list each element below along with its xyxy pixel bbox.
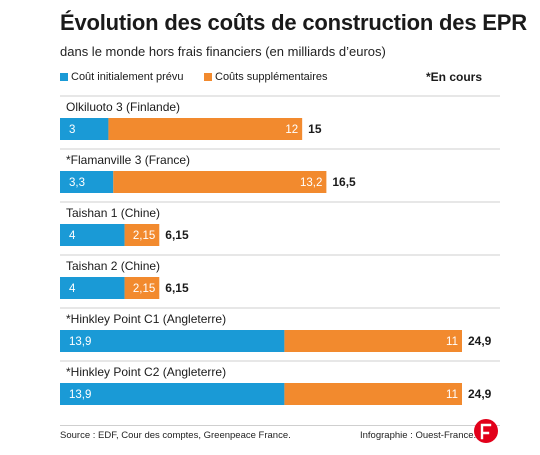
- credit-text: Infographie : Ouest-France.: [360, 430, 477, 441]
- category-label: *Hinkley Point C1 (Angleterre): [66, 312, 226, 326]
- legend-swatch-extra: [204, 73, 212, 81]
- category-label: Taishan 1 (Chine): [66, 206, 160, 220]
- bar-segment-initial: [60, 277, 125, 299]
- category-label: Olkiluoto 3 (Finlande): [66, 100, 180, 114]
- bar-segment-initial: [60, 330, 285, 352]
- bar-value-label: 11: [446, 336, 458, 348]
- legend-swatch-initial: [60, 73, 68, 81]
- bar-segment-extra: [124, 277, 160, 299]
- bar-segment-initial: [60, 171, 114, 193]
- bar-value-label: 4: [69, 283, 76, 295]
- total-label: 6,15: [165, 228, 189, 242]
- bar-segment-extra: [124, 224, 160, 246]
- bar-value-label: 12: [285, 124, 298, 136]
- ouest-france-logo-icon: [474, 419, 498, 443]
- category-label: Taishan 2 (Chine): [66, 259, 160, 273]
- chart-subtitle: dans le monde hors frais financiers (en …: [60, 44, 386, 59]
- bar-segment-initial: [60, 383, 285, 405]
- bar-value-label: 2,15: [133, 283, 155, 295]
- bar-value-label: 3: [69, 124, 75, 136]
- category-label: *Flamanville 3 (France): [66, 153, 190, 167]
- legend-label-initial: Coût initialement prévu: [71, 71, 184, 83]
- total-label: 6,15: [165, 281, 189, 295]
- bar-value-label: 3,3: [69, 177, 85, 189]
- total-label: 16,5: [332, 175, 356, 189]
- bar-segment-extra: [284, 330, 462, 352]
- footer-divider: [60, 425, 500, 426]
- category-label: *Hinkley Point C2 (Angleterre): [66, 365, 226, 379]
- bar-value-label: 13,9: [69, 336, 91, 348]
- bar-value-label: 13,2: [300, 177, 322, 189]
- bar-segment-extra: [284, 383, 462, 405]
- legend-label-extra: Coûts supplémentaires: [215, 71, 328, 83]
- in-progress-note: *En cours: [425, 70, 482, 84]
- total-label: 24,9: [468, 387, 492, 401]
- bar-segment-initial: [60, 118, 109, 140]
- bar-value-label: 4: [69, 230, 76, 242]
- bar-segment-initial: [60, 224, 125, 246]
- bar-value-label: 2,15: [133, 230, 155, 242]
- total-label: 24,9: [468, 334, 492, 348]
- bar-segment-extra: [113, 171, 327, 193]
- bar-value-label: 13,9: [69, 389, 91, 401]
- bar-segment-extra: [108, 118, 303, 140]
- chart-title: Évolution des coûts de construction des …: [60, 10, 527, 35]
- bar-value-label: 11: [446, 389, 458, 401]
- source-text: Source : EDF, Cour des comptes, Greenpea…: [60, 430, 291, 441]
- total-label: 15: [308, 122, 322, 136]
